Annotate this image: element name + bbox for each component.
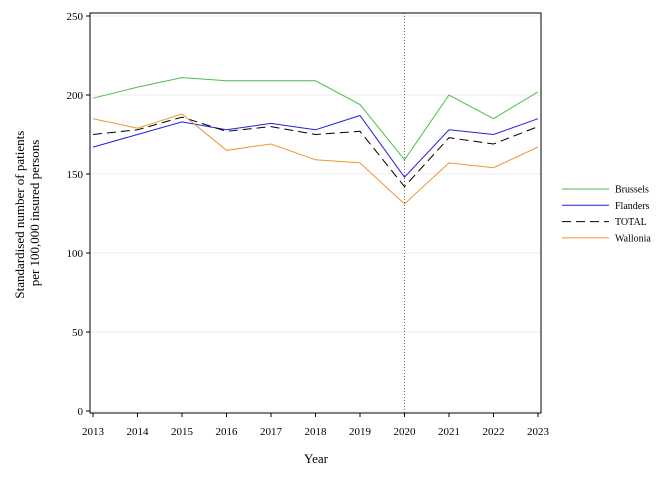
y-tick-label-200: 200	[67, 90, 84, 102]
y-tick-label-100: 100	[67, 248, 84, 260]
x-tick-label-2019: 2019	[349, 426, 372, 438]
x-tick-label-2016: 2016	[216, 426, 239, 438]
y-axis-title-line-1: Standardised number of patients	[12, 131, 27, 299]
series-layer	[92, 77, 539, 205]
y-axis-title: Standardised number of patients per 100,…	[12, 127, 42, 298]
x-tick-label-2020: 2020	[394, 426, 417, 438]
series-line-brussels	[92, 77, 539, 161]
y-axis-title-line-2: per 100,000 insured persons	[27, 140, 42, 287]
y-tick-label-250: 250	[67, 11, 84, 23]
x-tick-label-2023: 2023	[527, 426, 550, 438]
x-axis-title: Year	[304, 451, 329, 466]
grid-lines	[90, 15, 541, 412]
x-tick-label-2021: 2021	[438, 426, 460, 438]
x-tick-label-2022: 2022	[483, 426, 505, 438]
plot-frame	[89, 12, 542, 414]
legend-label-brussels: Brussels	[615, 185, 649, 196]
series-line-total	[92, 116, 539, 188]
y-tick-label-0: 0	[78, 406, 84, 418]
series-line-wallonia	[92, 113, 539, 205]
x-tick-label-2018: 2018	[305, 426, 328, 438]
legend: Brussels Flanders TOTAL Wallonia	[562, 185, 651, 244]
y-axis: 0 50 100 150 200 250	[67, 11, 90, 418]
x-tick-label-2017: 2017	[260, 426, 283, 438]
y-tick-label-150: 150	[67, 169, 84, 181]
x-tick-label-2015: 2015	[171, 426, 194, 438]
legend-label-total: TOTAL	[615, 217, 647, 228]
legend-label-flanders: Flanders	[615, 201, 650, 212]
x-axis: 2013 2014 2015 2016 2017 2018 2019 2020 2021 2022…	[82, 413, 550, 438]
x-tick-label-2014: 2014	[127, 426, 150, 438]
x-tick-label-2013: 2013	[82, 426, 105, 438]
y-tick-label-50: 50	[72, 327, 84, 339]
series-line-flanders	[92, 114, 539, 178]
legend-label-wallonia: Wallonia	[615, 233, 651, 244]
